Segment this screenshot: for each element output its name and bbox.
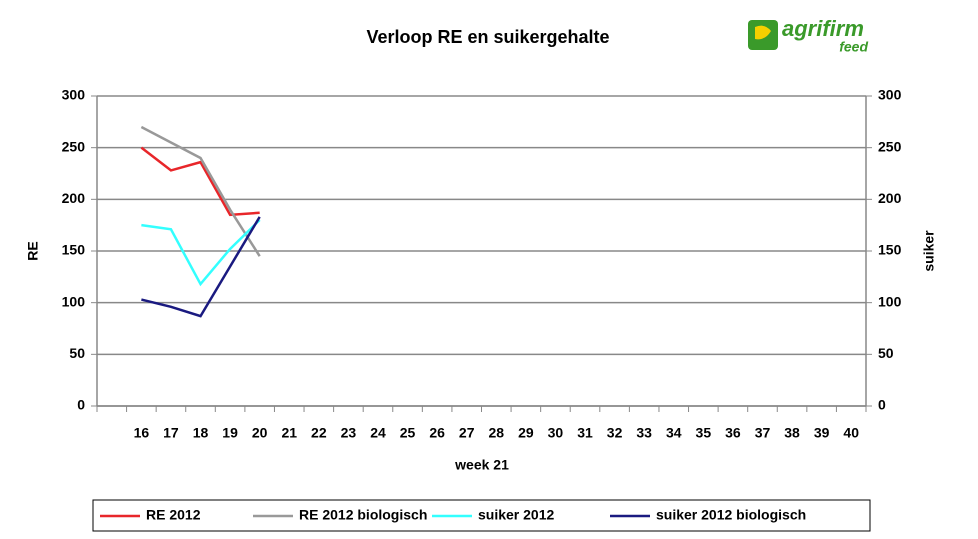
x-tick-label: 19	[222, 425, 238, 441]
y-tick-label: 0	[77, 397, 85, 413]
x-tick-label: 17	[163, 425, 179, 441]
x-tick-label: 35	[696, 425, 712, 441]
y2-tick-label: 150	[878, 242, 902, 258]
x-tick-label: 28	[488, 425, 504, 441]
x-tick-label: 39	[814, 425, 830, 441]
x-tick-label: 36	[725, 425, 741, 441]
x-tick-label: 16	[134, 425, 150, 441]
x-tick-label: 22	[311, 425, 327, 441]
legend-label: RE 2012 biologisch	[299, 507, 427, 523]
series-line	[140, 125, 261, 257]
x-tick-label: 21	[281, 425, 297, 441]
logo-leaf	[755, 25, 771, 40]
x-tick-label: 20	[252, 425, 268, 441]
legend-box	[92, 499, 871, 532]
series-line	[141, 219, 261, 287]
y-axis-label: RE	[25, 241, 41, 260]
x-tick-label: 38	[784, 425, 800, 441]
x-tick-label: 26	[429, 425, 445, 441]
series-line	[141, 216, 261, 318]
x-tick-label: 18	[193, 425, 209, 441]
y2-tick-label: 0	[878, 397, 886, 413]
x-tick-label: 29	[518, 425, 534, 441]
x-tick-label: 23	[341, 425, 357, 441]
y-tick-label: 200	[62, 190, 86, 206]
x-tick-label: 37	[755, 425, 771, 441]
y-tick-label: 50	[69, 345, 85, 361]
y2-tick-label: 300	[878, 87, 902, 103]
y-tick-label: 300	[62, 87, 86, 103]
x-tick-label: 24	[370, 425, 386, 441]
y-tick-label: 250	[62, 138, 86, 154]
x-axis-label: week 21	[454, 457, 509, 473]
logo-text: agrifirm	[782, 16, 864, 41]
legend-label: suiker 2012 biologisch	[656, 507, 806, 523]
y-tick-label: 100	[62, 293, 86, 309]
x-tick-label: 31	[577, 425, 593, 441]
legend-label: suiker 2012	[478, 507, 554, 523]
y2-tick-label: 100	[878, 293, 902, 309]
x-tick-label: 32	[607, 425, 623, 441]
series-line	[140, 146, 260, 217]
x-tick-label: 33	[636, 425, 652, 441]
x-tick-label: 27	[459, 425, 475, 441]
y2-axis-label: suiker	[921, 230, 937, 272]
x-tick-label: 34	[666, 425, 682, 441]
x-tick-label: 25	[400, 425, 416, 441]
y-tick-label: 150	[62, 242, 86, 258]
x-tick-label: 30	[548, 425, 564, 441]
y2-tick-label: 50	[878, 345, 894, 361]
logo-sub: feed	[839, 39, 868, 55]
x-tick-label: 40	[843, 425, 859, 441]
y2-tick-label: 250	[878, 138, 902, 154]
logo: agrifirm feed	[748, 16, 868, 55]
legend-label: RE 2012	[146, 507, 201, 523]
y2-tick-label: 200	[878, 190, 902, 206]
chart-title: Verloop RE en suikergehalte	[366, 27, 609, 47]
